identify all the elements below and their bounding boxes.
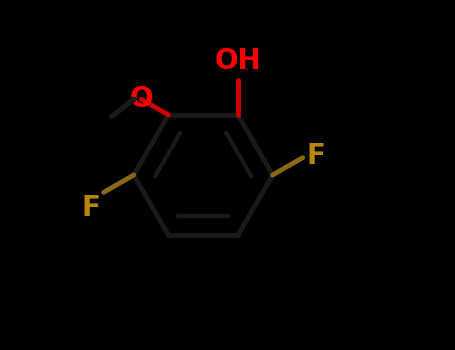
Text: F: F bbox=[81, 194, 100, 222]
Text: OH: OH bbox=[215, 47, 261, 75]
Text: O: O bbox=[130, 85, 153, 113]
Text: F: F bbox=[306, 142, 325, 170]
